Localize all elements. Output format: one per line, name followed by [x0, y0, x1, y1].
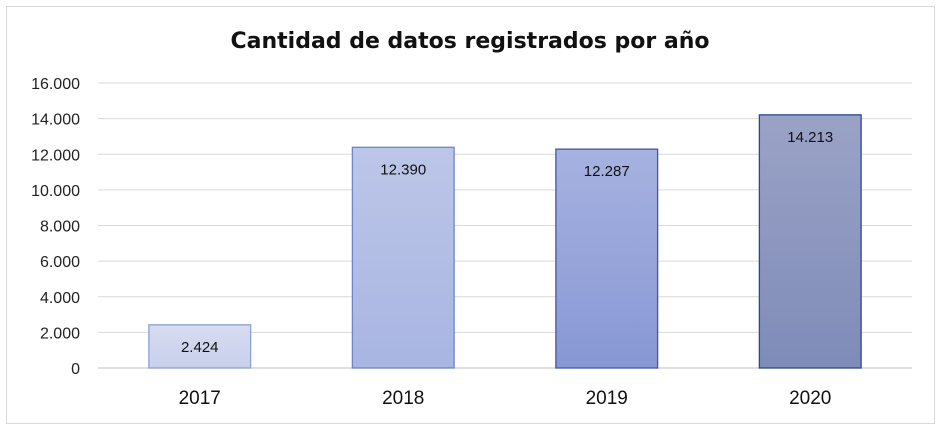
y-tick-label: 12.000 [31, 147, 80, 164]
x-tick-label: 2020 [789, 388, 831, 409]
y-tick-label: 16.000 [31, 76, 80, 93]
data-label-2020: 14.213 [787, 129, 833, 146]
y-tick-label: 10.000 [31, 183, 80, 200]
data-label-2017: 2.424 [181, 339, 219, 356]
y-tick-label: 4.000 [40, 290, 80, 307]
x-tick-label: 2019 [586, 388, 628, 409]
x-tick-label: 2017 [179, 388, 221, 409]
y-tick-label: 8.000 [40, 219, 80, 236]
data-label-2018: 12.390 [380, 161, 426, 178]
y-tick-label: 6.000 [40, 254, 80, 271]
bar-2019 [555, 148, 659, 369]
bar-2020 [758, 114, 862, 369]
y-tick-label: 2.000 [40, 325, 80, 342]
y-axis-ticks: 0 2.000 4.000 6.000 8.000 10.000 12.000 14.000 1… [31, 76, 80, 378]
data-labels: 2.424 12.390 12.287 14.213 [181, 129, 833, 356]
data-label-2019: 12.287 [584, 163, 630, 180]
y-tick-label: 0 [71, 361, 80, 378]
bar-2017 [148, 324, 252, 369]
chart-title: Cantidad de datos registrados por año [231, 29, 710, 54]
y-tick-label: 14.000 [31, 112, 80, 129]
x-axis-ticks: 2017 2018 2019 2020 [179, 388, 832, 409]
bars [148, 114, 862, 369]
x-tick-label: 2018 [382, 388, 424, 409]
bar-2018 [351, 146, 455, 369]
